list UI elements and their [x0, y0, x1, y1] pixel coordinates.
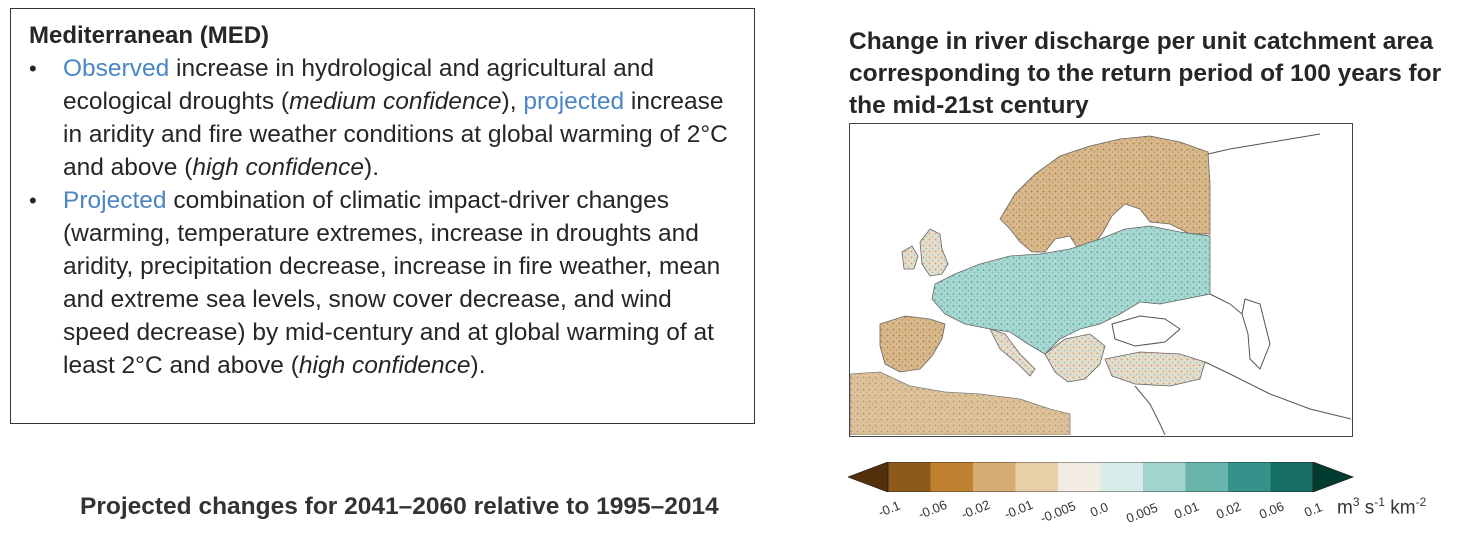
- colorbar-segment: [1143, 462, 1186, 492]
- bullet-observed: • Observed increase in hydrological and …: [29, 52, 740, 184]
- bullet-text: increase in hydrological and agricultura…: [63, 55, 655, 115]
- region-anatolia: [1104, 351, 1206, 387]
- colorbar-tick: 0.06: [1257, 498, 1287, 522]
- map-title: Change in river discharge per unit catch…: [849, 28, 1442, 119]
- coastline-levant: [1134, 385, 1166, 435]
- colorbar-segment: [888, 462, 931, 492]
- europe-map-svg: [850, 133, 1351, 435]
- colorbar-tick: -0.01: [1002, 496, 1036, 522]
- europe-map: [849, 123, 1353, 437]
- colorbar-tick: -0.06: [916, 496, 950, 522]
- unit-sup: 3: [1352, 495, 1360, 509]
- confidence-high: high confidence: [192, 154, 365, 181]
- colorbar-unit: m3 s-1 km-2: [1337, 495, 1426, 519]
- colorbar-segment: [1015, 462, 1058, 492]
- region-central-europe: [931, 225, 1211, 355]
- region-north-africa: [850, 371, 1071, 435]
- colorbar-segment: [1228, 462, 1271, 492]
- colorbar-tick: 0.005: [1124, 499, 1160, 526]
- bullet-text: ),: [501, 88, 524, 115]
- unit-sup: -1: [1374, 495, 1385, 509]
- colorbar-tick: -0.1: [876, 497, 903, 520]
- region-scandinavia: [999, 135, 1211, 253]
- bullet-dot-icon: •: [29, 188, 37, 213]
- colorbar-segment: [1058, 462, 1101, 492]
- confidence-high: high confidence: [298, 352, 471, 379]
- coastline-east: [1204, 133, 1351, 420]
- colorbar-tick: 0.1: [1302, 499, 1325, 520]
- colorbar-high-arrow: [1312, 462, 1355, 492]
- colorbar-tick: -0.02: [959, 496, 993, 522]
- colorbar-tick: 0.01: [1172, 498, 1202, 522]
- colorbar-tick: 0.0: [1088, 499, 1111, 520]
- colorbar-tick: -0.005: [1038, 498, 1078, 526]
- bullet-text: combination of climatic impact-driver ch…: [63, 187, 721, 379]
- summary-bullets: • Observed increase in hydrological and …: [29, 52, 740, 382]
- black-sea: [1111, 315, 1181, 347]
- unit-part: km: [1384, 497, 1416, 519]
- keyword-observed: Observed: [63, 55, 170, 82]
- region-italy: [989, 328, 1036, 377]
- colorbar-low-arrow: [848, 462, 889, 492]
- unit-sup: -2: [1415, 495, 1427, 509]
- med-summary-panel: Mediterranean (MED) • Observed increase …: [10, 8, 755, 424]
- colorbar-segment: [1100, 462, 1143, 492]
- colorbar-tick-labels: -0.1 -0.06 -0.02 -0.01 -0.005 0.0 0.005 …: [848, 492, 1368, 532]
- region-iberia: [879, 315, 946, 373]
- bullet-projected: • Projected combination of climatic impa…: [29, 184, 740, 382]
- bullet-dot-icon: •: [29, 56, 37, 81]
- bullet-text: ).: [470, 352, 486, 379]
- bullet-text: ).: [364, 154, 380, 181]
- colorbar-tick: 0.02: [1214, 498, 1244, 522]
- unit-part: m: [1337, 497, 1353, 519]
- panel-title: Mediterranean (MED): [29, 22, 270, 49]
- colorbar-segment: [973, 462, 1016, 492]
- colorbar: [848, 462, 1355, 492]
- region-british-isles: [919, 228, 949, 277]
- colorbar-segment: [1185, 462, 1228, 492]
- caspian-sea: [1241, 298, 1271, 370]
- region-balkans: [1044, 333, 1106, 383]
- period-caption: Projected changes for 2041–2060 relative…: [80, 493, 719, 520]
- colorbar-segment: [1270, 462, 1313, 492]
- region-ireland: [901, 245, 919, 270]
- keyword-projected: projected: [523, 88, 625, 115]
- colorbar-segment: [930, 462, 973, 492]
- unit-part: s: [1359, 497, 1375, 519]
- keyword-projected: Projected: [63, 187, 167, 214]
- bullet-text: increase in aridity and fire weather con…: [63, 88, 728, 181]
- confidence-medium: medium confidence: [289, 88, 502, 115]
